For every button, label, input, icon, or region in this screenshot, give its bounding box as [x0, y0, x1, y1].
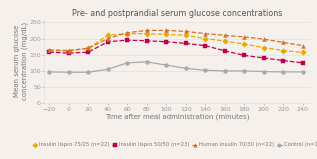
- Insulin lispro 75/25 (n=22): [281, 50, 285, 52]
- Control (n=10): [67, 71, 71, 73]
- Insulin lispro 50/50 (n=23): [145, 40, 149, 42]
- Human insulin 70/30 (n=22): [106, 38, 110, 39]
- Insulin lispro 75/25 (n=22): [165, 33, 168, 35]
- Insulin lispro 75/25 (n=22): [145, 33, 149, 35]
- Human insulin 70/30 (n=22): [184, 30, 188, 32]
- Insulin lispro 50/50 (n=23): [204, 45, 207, 47]
- Control (n=10): [165, 64, 168, 66]
- Control (n=10): [223, 70, 227, 72]
- Control (n=10): [243, 70, 246, 72]
- Insulin lispro 50/50 (n=23): [106, 41, 110, 43]
- Human insulin 70/30 (n=22): [204, 33, 207, 35]
- Insulin lispro 75/25 (n=22): [106, 34, 110, 36]
- Human insulin 70/30 (n=22): [281, 41, 285, 43]
- Control (n=10): [106, 68, 110, 70]
- Insulin lispro 50/50 (n=23): [243, 54, 246, 56]
- Insulin lispro 50/50 (n=23): [223, 50, 227, 52]
- Insulin lispro 50/50 (n=23): [165, 41, 168, 43]
- Insulin lispro 75/25 (n=22): [67, 50, 71, 52]
- Control (n=10): [204, 69, 207, 71]
- Human insulin 70/30 (n=22): [86, 47, 90, 49]
- Control (n=10): [47, 71, 51, 73]
- Y-axis label: Mean serum glucose
concentration (mg/dL): Mean serum glucose concentration (mg/dL): [14, 22, 28, 100]
- Human insulin 70/30 (n=22): [165, 29, 168, 31]
- Human insulin 70/30 (n=22): [47, 49, 51, 51]
- Control (n=10): [86, 71, 90, 73]
- Insulin lispro 75/25 (n=22): [184, 34, 188, 36]
- Human insulin 70/30 (n=22): [301, 45, 305, 47]
- Insulin lispro 75/25 (n=22): [204, 38, 207, 39]
- Control (n=10): [126, 62, 129, 64]
- Title: Pre- and postprandial serum glucose concentrations: Pre- and postprandial serum glucose conc…: [72, 9, 283, 18]
- Line: Insulin lispro 75/25 (n=22): Insulin lispro 75/25 (n=22): [47, 32, 305, 54]
- Line: Human insulin 70/30 (n=22): Human insulin 70/30 (n=22): [47, 28, 305, 52]
- Insulin lispro 75/25 (n=22): [262, 47, 266, 48]
- Control (n=10): [301, 71, 305, 73]
- Control (n=10): [184, 67, 188, 69]
- Human insulin 70/30 (n=22): [223, 34, 227, 36]
- Legend: Insulin lispro 75/25 (n=22), Insulin lispro 50/50 (n=23), Human insulin 70/30 (n: Insulin lispro 75/25 (n=22), Insulin lis…: [30, 140, 317, 150]
- Insulin lispro 75/25 (n=22): [301, 52, 305, 53]
- Human insulin 70/30 (n=22): [126, 32, 129, 34]
- Insulin lispro 50/50 (n=23): [126, 39, 129, 41]
- Human insulin 70/30 (n=22): [67, 50, 71, 52]
- Control (n=10): [145, 61, 149, 63]
- Insulin lispro 75/25 (n=22): [47, 50, 51, 52]
- Line: Insulin lispro 50/50 (n=23): Insulin lispro 50/50 (n=23): [47, 38, 305, 65]
- Human insulin 70/30 (n=22): [262, 38, 266, 40]
- Insulin lispro 50/50 (n=23): [47, 51, 51, 53]
- Line: Control (n=10): Control (n=10): [47, 60, 305, 74]
- Insulin lispro 50/50 (n=23): [184, 42, 188, 44]
- Insulin lispro 50/50 (n=23): [262, 57, 266, 59]
- Insulin lispro 75/25 (n=22): [243, 43, 246, 45]
- Control (n=10): [281, 71, 285, 73]
- Insulin lispro 50/50 (n=23): [86, 51, 90, 53]
- Insulin lispro 75/25 (n=22): [86, 47, 90, 49]
- Insulin lispro 50/50 (n=23): [281, 60, 285, 62]
- Insulin lispro 50/50 (n=23): [301, 62, 305, 64]
- X-axis label: Time after meal administration (minutes): Time after meal administration (minutes): [105, 113, 250, 120]
- Insulin lispro 75/25 (n=22): [223, 40, 227, 42]
- Human insulin 70/30 (n=22): [145, 29, 149, 31]
- Control (n=10): [262, 71, 266, 73]
- Insulin lispro 75/25 (n=22): [126, 33, 129, 35]
- Insulin lispro 50/50 (n=23): [67, 52, 71, 54]
- Human insulin 70/30 (n=22): [243, 36, 246, 38]
